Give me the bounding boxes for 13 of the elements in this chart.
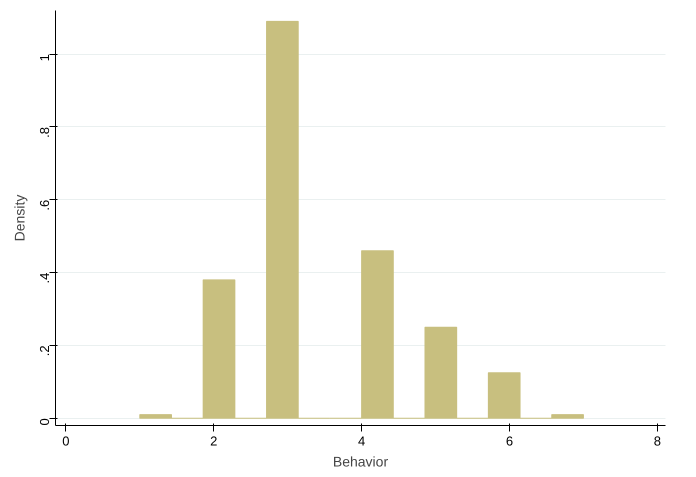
y-tick-label: 1	[37, 54, 52, 62]
y-tick-label: .6	[37, 200, 52, 211]
y-tick-label: 0	[37, 418, 52, 426]
x-tick-label: 8	[654, 434, 661, 448]
y-tick-label: .2	[37, 345, 52, 356]
x-axis-title: Behavior	[332, 454, 388, 470]
x-tick-label: 0	[62, 434, 70, 448]
x-tick-label: 4	[358, 434, 366, 448]
y-tick-label: .8	[37, 126, 52, 138]
x-tick-label: 2	[210, 434, 218, 448]
y-tick-label: .4	[37, 272, 52, 284]
x-tick-label: 6	[506, 434, 514, 448]
y-axis-title: Density	[12, 194, 28, 242]
